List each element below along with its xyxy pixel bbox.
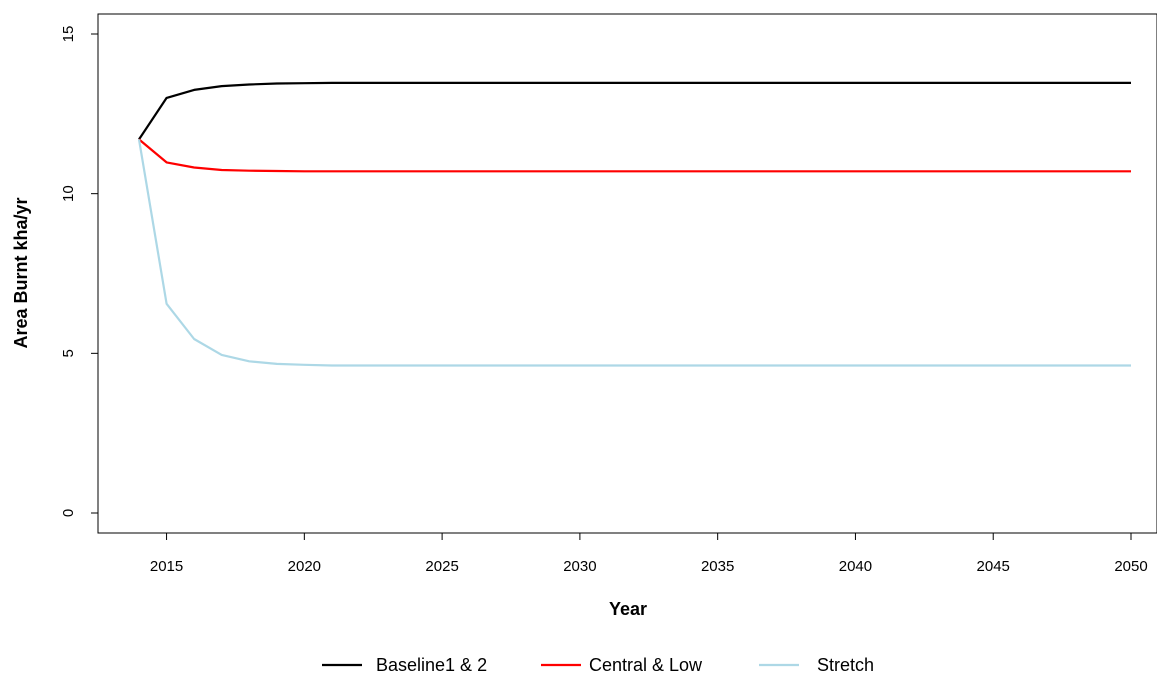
x-axis-title: Year xyxy=(609,599,647,619)
x-tick-label: 2020 xyxy=(288,558,321,575)
series-line-2 xyxy=(138,138,1131,173)
y-tick-label: 0 xyxy=(60,509,77,517)
series-line-3 xyxy=(137,139,1131,367)
legend-label-2: Central & Low xyxy=(589,655,703,675)
x-tick-label: 2030 xyxy=(563,558,596,575)
y-axis-title: Area Burnt kha/yr xyxy=(11,197,31,348)
plot-area-frame xyxy=(97,13,1157,534)
x-tick-label: 2045 xyxy=(977,558,1010,575)
x-tick-label: 2015 xyxy=(150,558,183,575)
series-lines xyxy=(137,81,1131,367)
y-tick-label: 15 xyxy=(60,26,77,43)
x-tick-label: 2040 xyxy=(839,558,872,575)
series-line-1 xyxy=(138,81,1131,141)
legend-label-1: Baseline1 & 2 xyxy=(376,655,487,675)
legend: Baseline1 & 2 Central & Low Stretch xyxy=(322,655,874,675)
y-tick-label: 5 xyxy=(60,349,77,357)
x-tick-label: 2050 xyxy=(1114,558,1147,575)
y-axis: 0 5 10 15 xyxy=(60,26,98,517)
x-axis: 2015 2020 2025 2030 2035 2040 2045 2050 xyxy=(150,533,1148,575)
x-tick-label: 2025 xyxy=(425,558,458,575)
y-tick-label: 10 xyxy=(60,185,77,202)
legend-label-3: Stretch xyxy=(817,655,874,675)
x-tick-label: 2035 xyxy=(701,558,734,575)
